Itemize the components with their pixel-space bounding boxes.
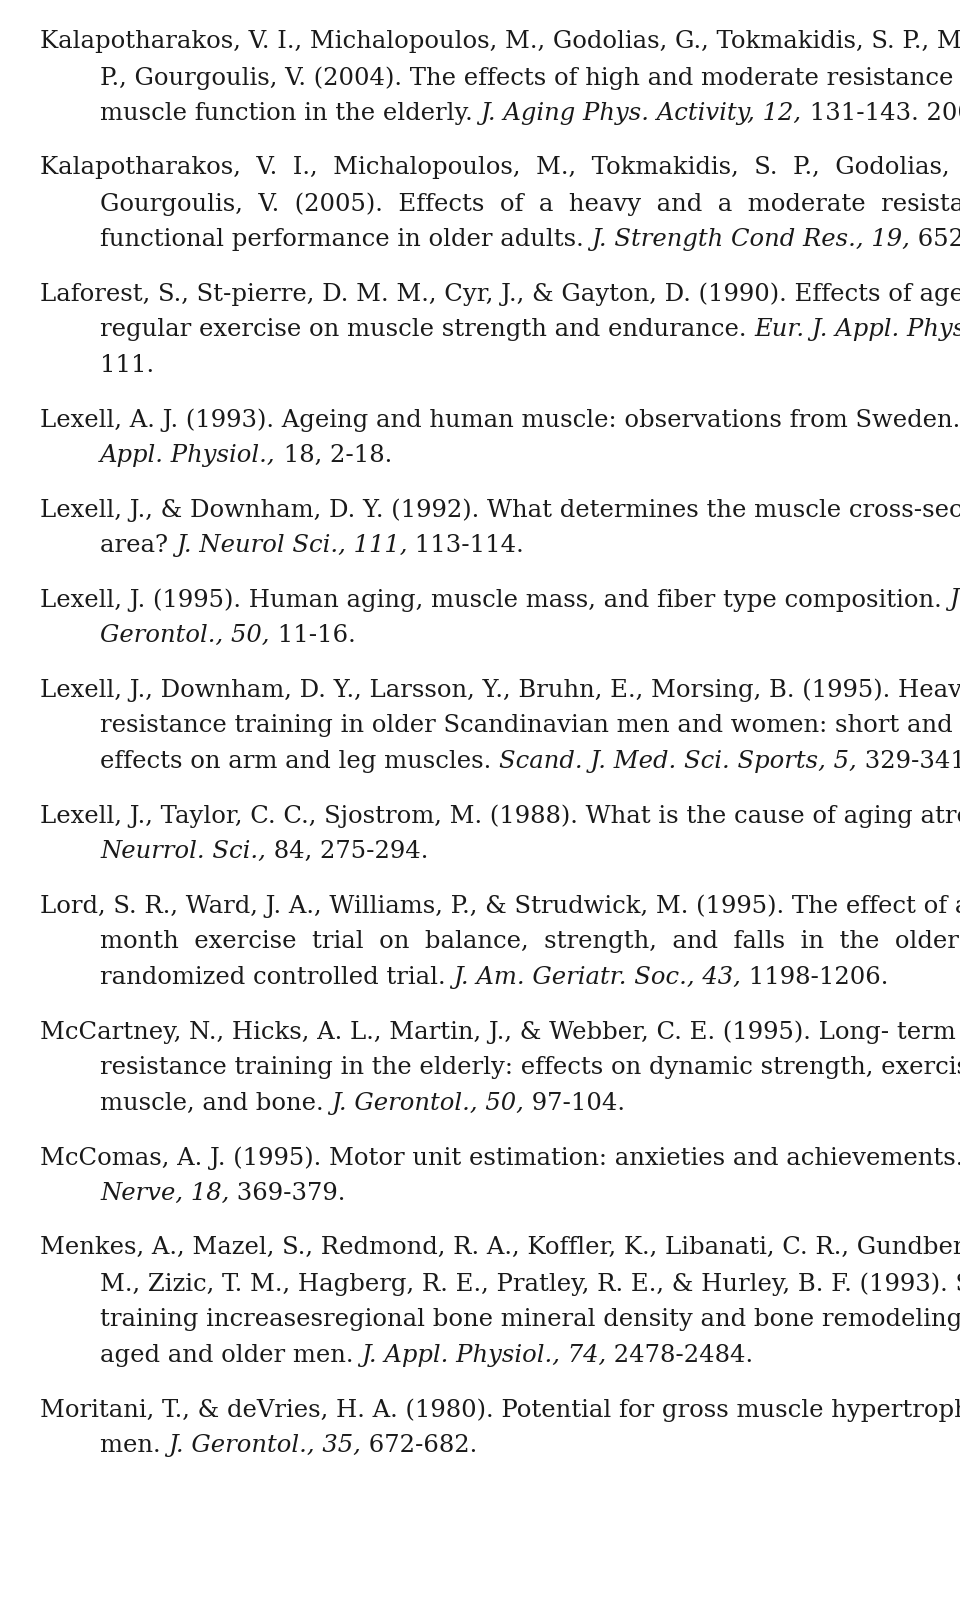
Text: area?: area? bbox=[100, 534, 176, 556]
Text: resistance training in the elderly: effects on dynamic strength, exercise capaci: resistance training in the elderly: effe… bbox=[100, 1055, 960, 1079]
Text: training increasesregional bone mineral density and bone remodeling in middle-: training increasesregional bone mineral … bbox=[100, 1308, 960, 1330]
Text: J. Aging Phys. Activity, 12,: J. Aging Phys. Activity, 12, bbox=[481, 102, 802, 125]
Text: J. Gerontol., 50,: J. Gerontol., 50, bbox=[331, 1092, 524, 1115]
Text: 111.: 111. bbox=[100, 353, 155, 377]
Text: Lord, S. R., Ward, J. A., Williams, P., & Strudwick, M. (1995). The effect of a : Lord, S. R., Ward, J. A., Williams, P., … bbox=[40, 894, 960, 918]
Text: Neurrol. Sci.,: Neurrol. Sci., bbox=[100, 839, 266, 863]
Text: J. Neurol Sci., 111,: J. Neurol Sci., 111, bbox=[176, 534, 407, 556]
Text: J: J bbox=[949, 588, 959, 611]
Text: J. Appl. Physiol., 74,: J. Appl. Physiol., 74, bbox=[361, 1345, 607, 1367]
Text: P., Gourgoulis, V. (2004). The effects of high and moderate resistance training : P., Gourgoulis, V. (2004). The effects o… bbox=[100, 66, 960, 90]
Text: functional performance in older adults.: functional performance in older adults. bbox=[100, 229, 591, 251]
Text: Scand. J. Med. Sci. Sports, 5,: Scand. J. Med. Sci. Sports, 5, bbox=[499, 750, 856, 772]
Text: randomized controlled trial.: randomized controlled trial. bbox=[100, 966, 453, 990]
Text: men.: men. bbox=[100, 1434, 168, 1457]
Text: muscle, and bone.: muscle, and bone. bbox=[100, 1092, 331, 1115]
Text: regular exercise on muscle strength and endurance.: regular exercise on muscle strength and … bbox=[100, 318, 755, 341]
Text: 97-104.: 97-104. bbox=[524, 1092, 625, 1115]
Text: 1198-1206.: 1198-1206. bbox=[741, 966, 889, 990]
Text: J. Strength Cond Res., 19,: J. Strength Cond Res., 19, bbox=[591, 229, 910, 251]
Text: Lexell, J., & Downham, D. Y. (1992). What determines the muscle cross-sectional: Lexell, J., & Downham, D. Y. (1992). Wha… bbox=[40, 497, 960, 521]
Text: resistance training in older Scandinavian men and women: short and long term: resistance training in older Scandinavia… bbox=[100, 715, 960, 737]
Text: Lexell, J., Taylor, C. C., Sjostrom, M. (1988). What is the cause of aging atrop: Lexell, J., Taylor, C. C., Sjostrom, M. … bbox=[40, 804, 960, 828]
Text: Gourgoulis,  V.  (2005).  Effects  of  a  heavy  and  a  moderate  resistance  t: Gourgoulis, V. (2005). Effects of a heav… bbox=[100, 192, 960, 216]
Text: J. Am. Geriatr. Soc., 43,: J. Am. Geriatr. Soc., 43, bbox=[453, 966, 741, 990]
Text: Laforest, S., St-pierre, D. M. M., Cyr, J., & Gayton, D. (1990). Effects of age : Laforest, S., St-pierre, D. M. M., Cyr, … bbox=[40, 281, 960, 305]
Text: Lexell, J., Downham, D. Y., Larsson, Y., Bruhn, E., Morsing, B. (1995). Heavy: Lexell, J., Downham, D. Y., Larsson, Y.,… bbox=[40, 678, 960, 702]
Text: Gerontol., 50,: Gerontol., 50, bbox=[100, 624, 270, 648]
Text: Nerve, 18,: Nerve, 18, bbox=[100, 1182, 229, 1206]
Text: muscle function in the elderly.: muscle function in the elderly. bbox=[100, 102, 481, 125]
Text: McComas, A. J. (1995). Motor unit estimation: anxieties and achievements.: McComas, A. J. (1995). Motor unit estima… bbox=[40, 1146, 960, 1169]
Text: J. Gerontol., 35,: J. Gerontol., 35, bbox=[168, 1434, 361, 1457]
Text: month  exercise  trial  on  balance,  strength,  and  falls  in  the  older  wom: month exercise trial on balance, strengt… bbox=[100, 931, 960, 953]
Text: Menkes, A., Mazel, S., Redmond, R. A., Koffler, K., Libanati, C. R., Gundberg, C: Menkes, A., Mazel, S., Redmond, R. A., K… bbox=[40, 1236, 960, 1258]
Text: McCartney, N., Hicks, A. L., Martin, J., & Webber, C. E. (1995). Long- term: McCartney, N., Hicks, A. L., Martin, J.,… bbox=[40, 1020, 956, 1044]
Text: aged and older men.: aged and older men. bbox=[100, 1345, 361, 1367]
Text: effects on arm and leg muscles.: effects on arm and leg muscles. bbox=[100, 750, 499, 772]
Text: 84, 275-294.: 84, 275-294. bbox=[266, 839, 428, 863]
Text: M., Zizic, T. M., Hagberg, R. E., Pratley, R. E., & Hurley, B. F. (1993). Streng: M., Zizic, T. M., Hagberg, R. E., Pratle… bbox=[100, 1271, 960, 1295]
Text: Eur. J. Appl. Physiol., 60,: Eur. J. Appl. Physiol., 60, bbox=[755, 318, 960, 341]
Text: 18, 2-18.: 18, 2-18. bbox=[276, 445, 392, 467]
Text: 369-379.: 369-379. bbox=[229, 1182, 346, 1206]
Text: 329-341.: 329-341. bbox=[856, 750, 960, 772]
Text: 2478-2484.: 2478-2484. bbox=[607, 1345, 754, 1367]
Text: 11-16.: 11-16. bbox=[270, 624, 355, 648]
Text: 113-114.: 113-114. bbox=[407, 534, 524, 556]
Text: Moritani, T., & deVries, H. A. (1980). Potential for gross muscle hypertrophy in: Moritani, T., & deVries, H. A. (1980). P… bbox=[40, 1398, 960, 1422]
Text: 131-143. 2004.: 131-143. 2004. bbox=[802, 102, 960, 125]
Text: Kalapotharakos,  V.  I.,  Michalopoulos,  M.,  Tokmakidis,  S.  P.,  Godolias,  : Kalapotharakos, V. I., Michalopoulos, M.… bbox=[40, 157, 960, 179]
Text: Lexell, A. J. (1993). Ageing and human muscle: observations from Sweden.: Lexell, A. J. (1993). Ageing and human m… bbox=[40, 408, 960, 432]
Text: Kalapotharakos, V. I., Michalopoulos, M., Godolias, G., Tokmakidis, S. P., Malli: Kalapotharakos, V. I., Michalopoulos, M.… bbox=[40, 30, 960, 53]
Text: 672-682.: 672-682. bbox=[361, 1434, 477, 1457]
Text: Appl. Physiol.,: Appl. Physiol., bbox=[100, 445, 276, 467]
Text: 652-657.: 652-657. bbox=[910, 229, 960, 251]
Text: Lexell, J. (1995). Human aging, muscle mass, and fiber type composition.: Lexell, J. (1995). Human aging, muscle m… bbox=[40, 588, 949, 611]
